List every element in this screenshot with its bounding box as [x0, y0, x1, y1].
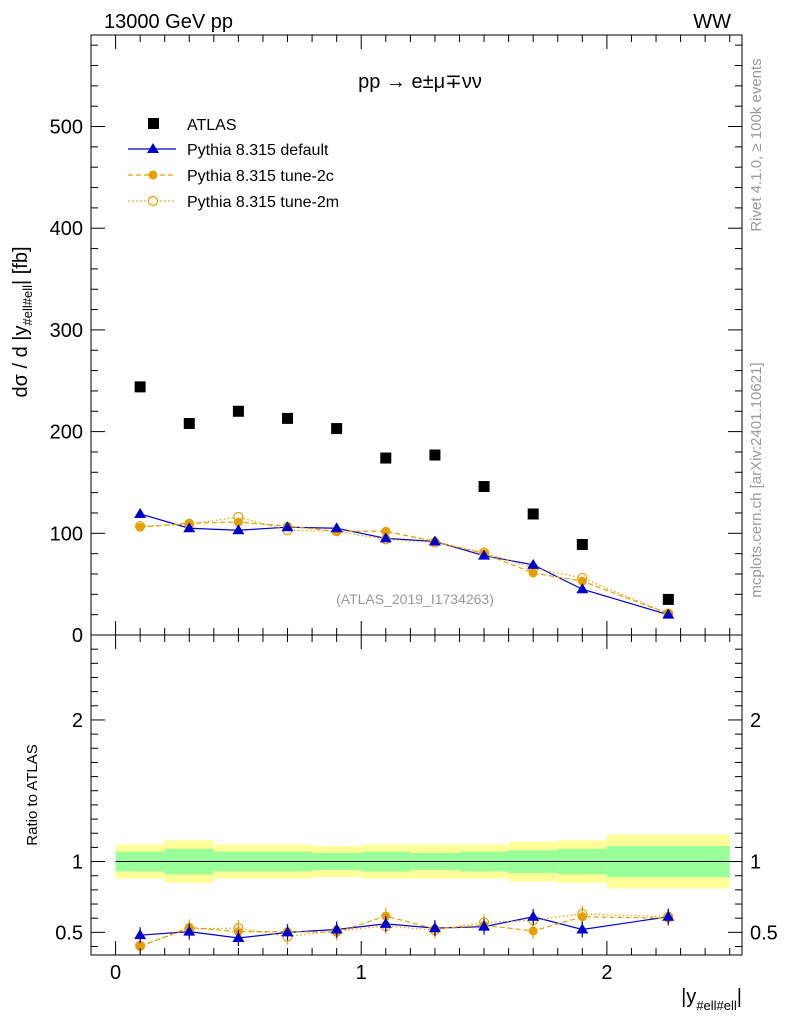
ratio-point-default — [183, 925, 196, 936]
main-y-axis-title-main: dσ / d |y — [10, 326, 32, 398]
main-point-atlas — [183, 417, 195, 429]
ratio-point-default — [478, 920, 491, 931]
rivet-label: Rivet 4.1.0, ≥ 100k events — [748, 58, 765, 231]
legend-entry-default: Pythia 8.315 default — [128, 142, 329, 159]
legend: ATLAS Pythia 8.315 default Pythia 8.315 … — [128, 117, 339, 211]
main-point-atlas — [576, 538, 588, 550]
main-point-tune-2c — [381, 526, 391, 536]
legend-label-default: Pythia 8.315 default — [187, 142, 329, 159]
x-axis-title: |y#ell#ell| — [681, 986, 742, 1013]
ratio-panel: 0.5 0.5 1 1 2 2 0 1 2 — [55, 634, 778, 984]
process-title: pp → e±μ∓νν — [358, 71, 482, 93]
main-point-atlas — [527, 508, 539, 520]
main-y-axis-title-sub: #ell#ell — [20, 285, 35, 326]
main-point-atlas — [282, 412, 294, 424]
main-point-atlas — [331, 423, 343, 435]
ratio-y-tick-label-right: 1 — [750, 852, 761, 874]
main-point-default — [576, 583, 589, 594]
energy-label: 13000 GeV pp — [104, 11, 233, 33]
ratio-point-default — [330, 923, 343, 934]
main-y-tick-label: 0 — [72, 625, 83, 647]
main-y-axis-title-end: | [fb] — [10, 246, 32, 285]
main-point-default — [183, 522, 196, 533]
ratio-y-tick-label-right: 0.5 — [750, 922, 778, 944]
ratio-point-tune-2c — [577, 912, 587, 922]
ratio-series-line-tune-2c — [139, 915, 669, 948]
main-point-default — [134, 507, 147, 518]
main-point-default — [662, 608, 675, 619]
x-axis-title-end: | — [737, 986, 742, 1008]
ratio-series-line-tune-2m — [139, 913, 669, 947]
ratio-point-default — [232, 932, 245, 943]
main-y-tick-label: 100 — [50, 523, 83, 545]
main-point-default — [428, 535, 441, 546]
source-label: mcplots.cern.ch [arXiv:2401.10621] — [748, 362, 765, 597]
ratio-point-tune-2c — [528, 926, 538, 936]
legend-label-tune-2m: Pythia 8.315 tune-2m — [187, 194, 339, 211]
main-point-tune-2c — [233, 517, 243, 527]
main-point-default — [281, 521, 294, 532]
main-point-default — [478, 549, 491, 560]
ratio-point-default — [428, 922, 441, 933]
main-point-atlas — [662, 593, 674, 605]
main-y-tick-label: 200 — [50, 422, 83, 444]
x-tick-label: 1 — [356, 962, 367, 984]
main-point-atlas — [134, 381, 146, 393]
legend-entry-tune-2m: Pythia 8.315 tune-2m — [128, 194, 339, 211]
main-point-tune-2c — [135, 522, 145, 532]
main-y-tick-label: 300 — [50, 320, 83, 342]
ratio-point-tune-2c — [135, 942, 145, 952]
legend-marker-tune-2m — [147, 195, 159, 207]
main-y-tick-label: 500 — [50, 117, 83, 139]
main-point-default — [379, 532, 392, 543]
main-point-default — [527, 558, 540, 569]
process-tag: WW — [693, 11, 731, 33]
ratio-point-default — [134, 929, 147, 940]
main-point-atlas — [380, 452, 392, 464]
main-point-atlas — [429, 449, 441, 461]
x-axis-title-main: |y — [681, 986, 696, 1008]
main-point-default — [232, 524, 245, 535]
main-point-atlas — [232, 405, 244, 417]
legend-entry-tune-2c: Pythia 8.315 tune-2c — [128, 168, 334, 185]
legend-label-atlas: ATLAS — [187, 117, 237, 134]
legend-marker-default — [147, 143, 159, 153]
ratio-y-tick-label: 2 — [72, 710, 83, 732]
legend-label-tune-2c: Pythia 8.315 tune-2c — [187, 168, 334, 185]
x-tick-label: 0 — [110, 962, 121, 984]
ratio-point-default — [281, 926, 294, 937]
ratio-panel-frame — [90, 634, 743, 956]
main-y-axis-title: dσ / d |y#ell#ell| [fb] — [10, 246, 35, 397]
ratio-point-default — [662, 910, 675, 921]
x-axis-title-sub: #ell#ell — [696, 998, 737, 1013]
main-point-tune-2c — [577, 576, 587, 586]
x-tick-label: 2 — [601, 962, 612, 984]
ratio-point-default — [379, 917, 392, 928]
ratio-y-tick-label: 1 — [72, 852, 83, 874]
ratio-point-default — [576, 923, 589, 934]
legend-marker-tune-2c — [148, 170, 158, 180]
main-y-tick-label: 400 — [50, 218, 83, 240]
analysis-id: (ATLAS_2019_I1734263) — [336, 591, 494, 607]
main-point-tune-2c — [528, 568, 538, 578]
main-series-line-tune-2c — [140, 521, 669, 615]
ratio-y-tick-label: 0.5 — [55, 922, 83, 944]
ratio-point-default — [527, 910, 540, 921]
ratio-y-axis-title: Ratio to ATLAS — [24, 744, 41, 845]
legend-marker-atlas — [148, 118, 159, 129]
main-point-atlas — [478, 481, 490, 493]
main-point-default — [330, 522, 343, 533]
main-panel: 0 100 200 300 400 500 pp → e±μ∓νν (ATLAS_2019… — [50, 34, 743, 647]
legend-entry-atlas: ATLAS — [148, 117, 237, 134]
ratio-y-tick-label-right: 2 — [750, 710, 761, 732]
